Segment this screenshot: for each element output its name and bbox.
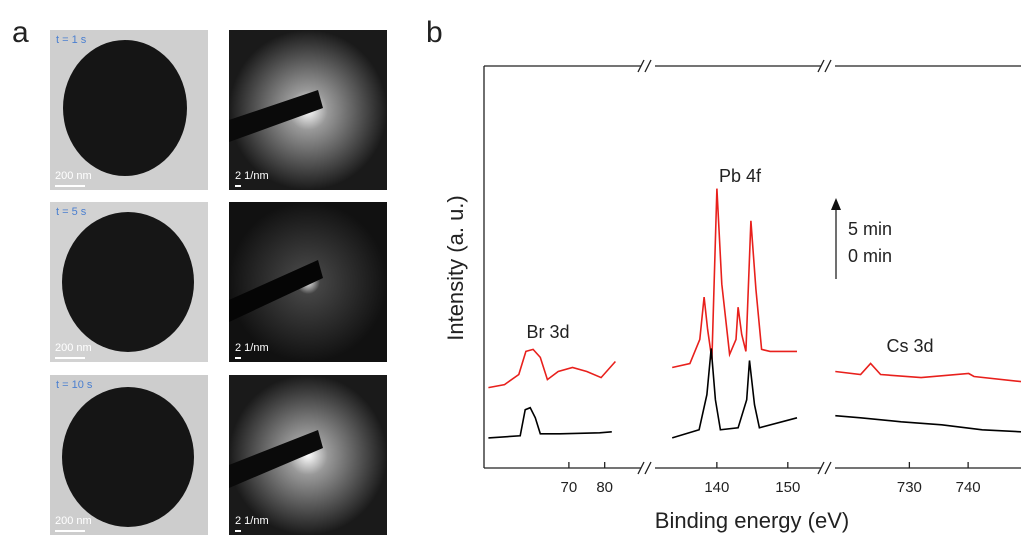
micrographs [50, 30, 387, 535]
beam-stop [229, 430, 323, 488]
scale-label: 2 1/nm [235, 170, 269, 182]
x-tick-label: 740 [956, 479, 981, 496]
x-tick-label: 150 [775, 479, 800, 496]
spectrum-line [835, 362, 1021, 383]
particle [63, 40, 187, 176]
legend-label: 5 min [848, 219, 892, 239]
panel-label: b [426, 16, 443, 49]
spectrum-line [835, 414, 1021, 433]
particle [62, 387, 194, 527]
x-axis-label: Binding energy (eV) [655, 508, 849, 533]
spectrum-line [671, 348, 798, 439]
spectrum-line [672, 188, 797, 369]
x-tick-label: 730 [897, 479, 922, 496]
arrow-head [831, 198, 841, 210]
time-label: t = 5 s [56, 206, 87, 218]
diffraction-image [229, 375, 387, 535]
x-tick-label: 70 [561, 479, 578, 496]
x-tick-label: 140 [704, 479, 729, 496]
panel-label: a [12, 16, 29, 49]
peak-label: Pb 4f [719, 166, 762, 186]
scale-label: 2 1/nm [235, 342, 269, 354]
plot-frame [483, 59, 1021, 475]
scale-label: 200 nm [55, 342, 92, 354]
y-axis-label: Intensity (a. u.) [443, 195, 468, 341]
scale-label: 200 nm [55, 515, 92, 527]
scale-label: 200 nm [55, 170, 92, 182]
time-label: t = 10 s [56, 379, 93, 391]
time-label: t = 1 s [56, 34, 87, 46]
spectrum-line [488, 406, 612, 439]
beam-stop [229, 90, 323, 142]
peak-label: Br 3d [526, 322, 569, 342]
particle [62, 212, 194, 352]
spectrum-line [488, 348, 616, 389]
x-tick-label: 80 [596, 479, 613, 496]
scale-label: 2 1/nm [235, 515, 269, 527]
beam-stop [229, 260, 323, 322]
peak-label: Cs 3d [886, 336, 933, 356]
legend-label: 0 min [848, 246, 892, 266]
